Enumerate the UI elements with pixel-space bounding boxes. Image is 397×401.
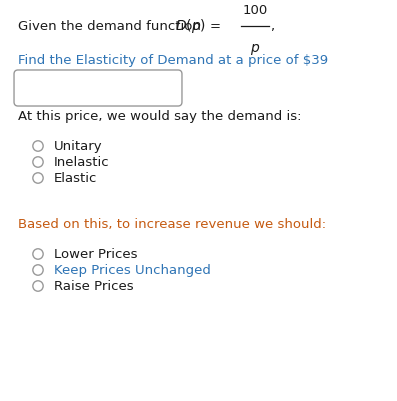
Text: Raise Prices: Raise Prices [54,280,134,293]
Text: ,: , [270,20,274,33]
Text: Lower Prices: Lower Prices [54,248,137,261]
Text: Elastic: Elastic [54,172,97,185]
FancyBboxPatch shape [14,71,182,107]
Text: $D(p)$: $D(p)$ [175,17,206,35]
Text: Find the Elasticity of Demand at a price of $39: Find the Elasticity of Demand at a price… [18,54,328,67]
Text: At this price, we would say the demand is:: At this price, we would say the demand i… [18,110,301,123]
Text: Unitary: Unitary [54,140,103,153]
Text: $p$: $p$ [250,42,260,57]
Text: Keep Prices Unchanged: Keep Prices Unchanged [54,264,211,277]
Text: Inelastic: Inelastic [54,156,110,169]
Text: Based on this, to increase revenue we should:: Based on this, to increase revenue we sh… [18,217,326,231]
Text: Given the demand function: Given the demand function [18,20,205,33]
Text: =: = [210,20,221,33]
Text: 100: 100 [243,4,268,17]
